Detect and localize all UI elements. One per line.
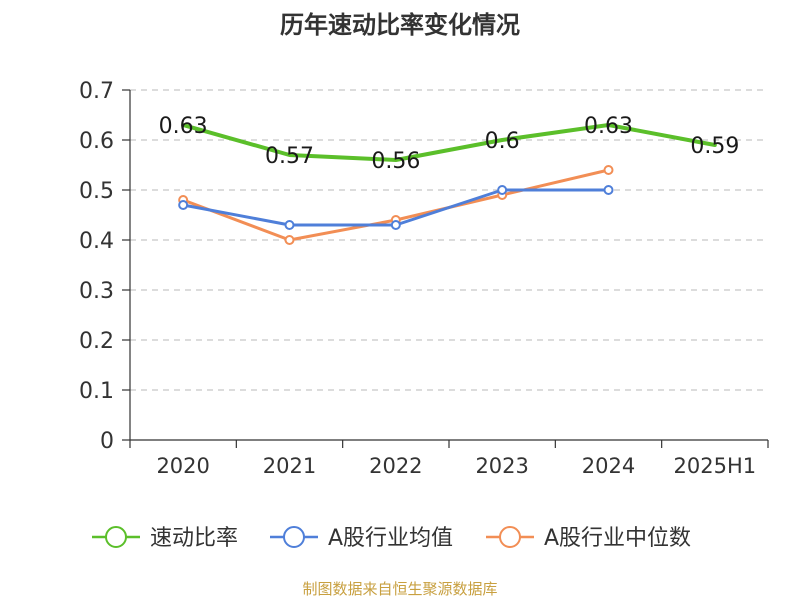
x-axis-tick-labels: 2020 2021 2022 2023 2024 2025H1 <box>156 454 756 478</box>
series-0 <box>181 123 717 162</box>
legend-marker-icon <box>283 526 305 548</box>
data-point <box>178 200 189 210</box>
data-labels: 0.63 0.57 0.56 0.6 0.63 0.59 <box>159 114 740 174</box>
data-point <box>603 185 614 195</box>
legend-item: A股行业中位数 <box>486 526 691 551</box>
x-tick-label: 2021 <box>263 454 316 478</box>
y-tick-label: 0.3 <box>79 279 114 304</box>
legend-item: A股行业均值 <box>270 526 453 551</box>
data-point <box>284 220 295 230</box>
legend-marker-icon <box>499 526 521 548</box>
legend-label: A股行业均值 <box>328 526 453 551</box>
gridlines <box>130 89 768 391</box>
y-tick-label: 0.7 <box>79 79 114 104</box>
x-tick-label: 2024 <box>582 454 635 478</box>
data-label: 0.57 <box>265 144 314 169</box>
series-1 <box>178 185 614 230</box>
data-label: 0.63 <box>159 114 208 139</box>
x-tick-label: 2020 <box>156 454 209 478</box>
data-label: 0.59 <box>690 134 739 159</box>
x-tick-label: 2022 <box>369 454 422 478</box>
data-label: 0.6 <box>485 129 520 154</box>
y-tick-label: 0.1 <box>79 379 114 404</box>
data-label: 0.56 <box>371 149 420 174</box>
data-label: 0.63 <box>584 114 633 139</box>
y-tick-label: 0.4 <box>79 229 114 254</box>
legend-item: 速动比率 <box>92 526 238 551</box>
data-point <box>390 220 401 230</box>
y-tick-label: 0.5 <box>79 179 114 204</box>
data-point <box>284 235 295 245</box>
chart-title: 历年速动比率变化情况 <box>280 11 520 39</box>
legend: 速动比率 A股行业均值 A股行业中位数 <box>92 526 691 551</box>
x-tick-label: 2025H1 <box>674 454 757 478</box>
source-note: 制图数据来自恒生聚源数据库 <box>302 580 497 598</box>
y-tick-label: 0 <box>100 429 114 454</box>
series-lines <box>178 123 717 245</box>
series-2 <box>178 165 614 245</box>
legend-marker-icon <box>105 526 127 548</box>
legend-label: 速动比率 <box>150 526 238 551</box>
axes <box>122 89 769 448</box>
y-tick-label: 0.6 <box>79 129 114 154</box>
y-tick-label: 0.2 <box>79 329 114 354</box>
data-point <box>497 185 508 195</box>
series-line <box>181 123 717 162</box>
x-tick-label: 2023 <box>475 454 528 478</box>
data-point <box>603 165 614 175</box>
y-axis-tick-labels: 0 0.1 0.2 0.3 0.4 0.5 0.6 0.7 <box>79 79 114 454</box>
legend-label: A股行业中位数 <box>544 526 691 551</box>
